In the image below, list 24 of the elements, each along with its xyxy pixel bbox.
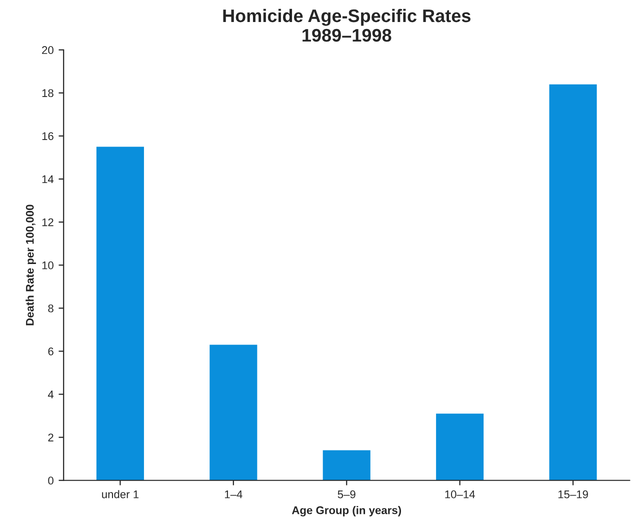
x-tick-label: under 1 — [102, 490, 139, 498]
y-tick-label: 8 — [48, 304, 54, 312]
y-tick-label: 2 — [48, 434, 54, 442]
y-tick-label: 0 — [48, 476, 54, 485]
y-axis-title: Death Rate per 100,000 — [26, 204, 36, 326]
chart-title: Homicide Age-Specific Rates 1989–1998 — [223, 8, 470, 42]
x-tick-label: 10–14 — [445, 490, 475, 498]
y-tick-label: 6 — [48, 347, 54, 356]
x-tick-label: 15–19 — [558, 490, 588, 498]
x-tick-label: 5–9 — [338, 490, 356, 498]
y-tick-label: 4 — [48, 390, 54, 398]
bar — [436, 414, 484, 480]
bar — [96, 146, 144, 480]
y-tick-label: 12 — [42, 218, 54, 226]
x-tick-label: 1–4 — [224, 490, 242, 498]
y-tick-label: 16 — [42, 132, 54, 140]
bar — [210, 344, 258, 480]
y-tick-label: 10 — [42, 261, 54, 270]
y-tick-label: 20 — [42, 46, 54, 54]
bar — [322, 450, 370, 480]
x-axis-title: Age Group (in years) — [292, 506, 402, 516]
bar — [549, 84, 597, 480]
y-tick-label: 18 — [42, 89, 54, 98]
y-tick-label: 14 — [42, 175, 54, 184]
